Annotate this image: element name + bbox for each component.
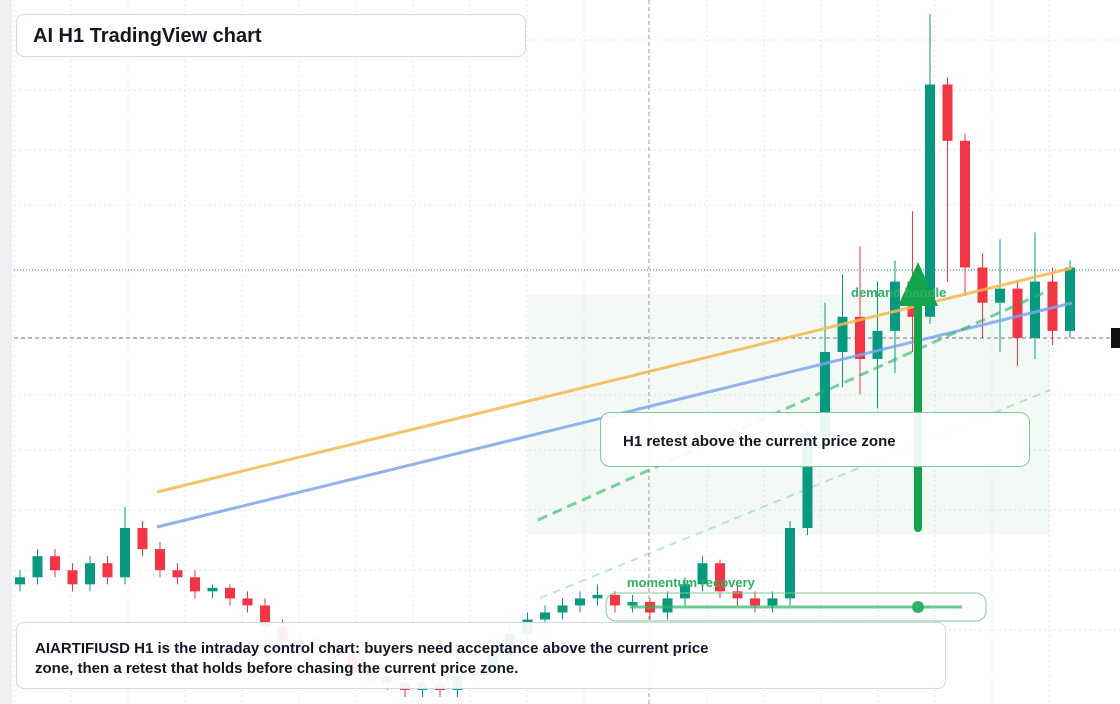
- candle-body: [15, 577, 25, 585]
- candle-body: [592, 594, 603, 599]
- candle-body: [50, 556, 60, 571]
- candle-body: [67, 570, 78, 585]
- candle-body: [610, 594, 620, 606]
- candle-body: [750, 598, 760, 606]
- note: AIARTIFIUSD H1 is the intraday control c…: [16, 622, 946, 689]
- candle-body: [207, 587, 218, 592]
- candle-body: [785, 528, 795, 599]
- momentum-label: momentum recovery: [627, 575, 755, 590]
- zone-label: demand handle: [851, 285, 947, 300]
- candle-body: [85, 563, 95, 585]
- channel-line: [537, 288, 1051, 522]
- candle-body: [155, 549, 165, 571]
- candle-body: [732, 591, 743, 599]
- candle-body: [172, 570, 183, 578]
- candle-body: [102, 563, 113, 578]
- candle-body: [697, 563, 708, 585]
- candle-body: [1012, 288, 1023, 338]
- candle-body: [767, 598, 778, 606]
- candle-body: [120, 528, 130, 578]
- price-marker: [1111, 328, 1120, 348]
- candle-body: [1030, 281, 1040, 338]
- candle-body: [225, 587, 235, 599]
- candle-body: [837, 316, 848, 352]
- callout: H1 retest above the current price zone: [600, 412, 1030, 467]
- candle-body: [680, 584, 690, 599]
- candle-body: [137, 528, 148, 550]
- slider-knob: [912, 601, 924, 613]
- candle-body: [995, 288, 1005, 303]
- arrow-head: [898, 262, 938, 306]
- left-edge: [0, 0, 12, 704]
- candle-body: [820, 352, 830, 437]
- candle-body: [925, 84, 935, 317]
- candle-body: [575, 598, 585, 606]
- slider-box: [605, 592, 987, 622]
- candle-body: [540, 612, 550, 620]
- candle-body: [890, 281, 900, 331]
- candle-body: [32, 556, 43, 578]
- candle-body: [715, 563, 725, 592]
- candles: [15, 14, 1075, 697]
- candle-body: [557, 605, 568, 613]
- candle-body: [1065, 267, 1075, 331]
- candle-body: [242, 598, 253, 606]
- title: AI H1 TradingView chart: [16, 14, 526, 57]
- candle-body: [802, 436, 813, 528]
- candle-body: [960, 140, 970, 268]
- candle-body: [977, 267, 988, 303]
- candle-body: [627, 601, 638, 606]
- candle-body: [855, 316, 865, 360]
- candle-body: [260, 605, 270, 627]
- candle-body: [872, 330, 883, 360]
- candle-body: [662, 598, 673, 613]
- candle-body: [942, 84, 953, 141]
- candle-body: [190, 577, 200, 592]
- channel-line: [539, 389, 1051, 599]
